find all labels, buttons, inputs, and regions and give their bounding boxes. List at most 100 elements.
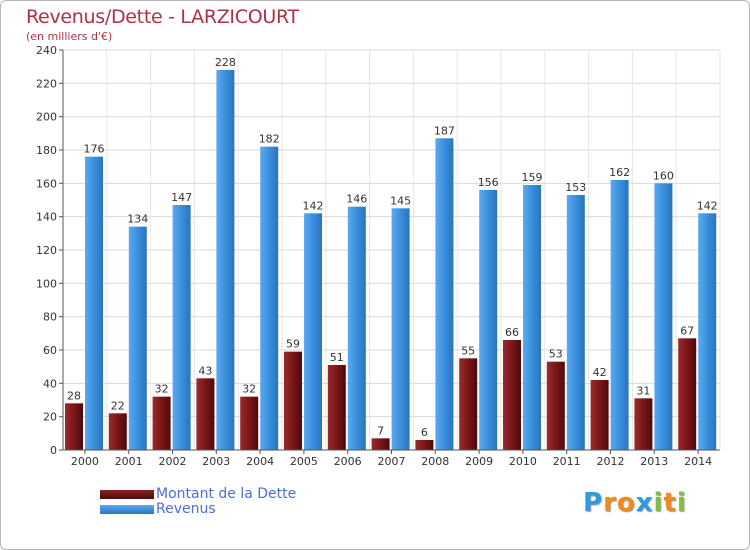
x-tick-label: 2013 bbox=[640, 455, 668, 468]
bar-debt-2011 bbox=[546, 361, 565, 450]
x-tick-label: 2006 bbox=[334, 455, 362, 468]
data-label-revenue-2000: 176 bbox=[84, 143, 105, 156]
data-label-revenue-2003: 228 bbox=[215, 56, 236, 69]
x-tick-label: 2008 bbox=[421, 455, 449, 468]
bar-revenue-2008 bbox=[435, 138, 454, 451]
data-label-debt-2004: 32 bbox=[242, 383, 256, 396]
y-tick-label: 40 bbox=[43, 377, 57, 390]
bar-revenue-2006 bbox=[347, 206, 366, 450]
x-tick-label: 2007 bbox=[378, 455, 406, 468]
bar-debt-2002 bbox=[152, 396, 171, 450]
x-tick-label: 2005 bbox=[290, 455, 318, 468]
bar-debt-2005 bbox=[284, 351, 302, 450]
y-tick-label: 160 bbox=[36, 177, 57, 190]
bar-debt-2001 bbox=[108, 413, 127, 450]
data-label-revenue-2011: 153 bbox=[565, 181, 586, 194]
data-label-debt-2000: 28 bbox=[67, 389, 81, 402]
bar-debt-2003 bbox=[196, 378, 215, 450]
x-tick-label: 2004 bbox=[246, 455, 274, 468]
logo-letter: i bbox=[676, 488, 687, 518]
data-label-revenue-2010: 159 bbox=[522, 171, 543, 184]
data-label-revenue-2001: 134 bbox=[127, 213, 148, 226]
data-label-debt-2008: 6 bbox=[421, 426, 428, 439]
legend-label-debt: Montant de la Dette bbox=[156, 486, 297, 502]
bar-revenue-2009 bbox=[479, 190, 498, 450]
y-tick-label: 240 bbox=[36, 44, 57, 57]
legend-swatch-debt bbox=[100, 490, 154, 499]
data-label-debt-2014: 67 bbox=[680, 324, 694, 337]
axis-layer: 0 20 40 60 80 100 120 140 160 180 200 220 240 2000 200… bbox=[36, 44, 720, 468]
proxiti-logo: Proxiti bbox=[583, 488, 687, 518]
bar-debt-2007 bbox=[371, 438, 390, 450]
data-label-debt-2010: 66 bbox=[505, 326, 519, 339]
y-tick-label: 180 bbox=[36, 144, 57, 157]
x-tick-label: 2011 bbox=[553, 455, 581, 468]
data-label-debt-2007: 7 bbox=[377, 424, 384, 437]
bar-debt-2000 bbox=[65, 403, 83, 450]
y-tick-label: 80 bbox=[43, 311, 57, 324]
logo-letter: P bbox=[583, 488, 604, 518]
bar-revenue-2013 bbox=[654, 183, 673, 451]
bar-debt-2013 bbox=[634, 398, 653, 450]
x-tick-label: 2012 bbox=[597, 455, 625, 468]
bar-revenue-2014 bbox=[698, 213, 717, 450]
chart-subtitle: (en milliers d'€) bbox=[26, 30, 113, 43]
logo-letter: x bbox=[635, 488, 654, 518]
legend-swatch-revenue bbox=[100, 505, 154, 514]
y-tick-label: 0 bbox=[50, 444, 57, 457]
data-label-debt-2009: 55 bbox=[461, 344, 475, 357]
data-label-revenue-2002: 147 bbox=[171, 191, 192, 204]
grid-layer bbox=[62, 49, 721, 451]
bar-revenue-2011 bbox=[566, 195, 585, 450]
bar-revenue-2005 bbox=[304, 213, 322, 450]
data-label-debt-2001: 22 bbox=[111, 399, 125, 412]
data-label-debt-2003: 43 bbox=[198, 364, 212, 377]
x-tick-label: 2000 bbox=[71, 455, 99, 468]
y-tick-label: 220 bbox=[36, 77, 57, 90]
bar-debt-2010 bbox=[503, 340, 521, 450]
x-tick-label: 2014 bbox=[684, 455, 712, 468]
bar-revenue-2003 bbox=[216, 70, 235, 450]
y-tick-label: 120 bbox=[36, 244, 57, 257]
logo-letter: o bbox=[616, 488, 636, 518]
logo-letter: r bbox=[603, 488, 617, 518]
bar-debt-2009 bbox=[459, 358, 478, 450]
x-tick-label: 2001 bbox=[115, 455, 143, 468]
data-label-debt-2002: 32 bbox=[155, 383, 169, 396]
x-tick-label: 2003 bbox=[202, 455, 230, 468]
data-label-revenue-2009: 156 bbox=[478, 176, 499, 189]
bar-revenue-2000 bbox=[85, 156, 103, 450]
bar-revenue-2007 bbox=[391, 208, 410, 450]
data-label-revenue-2004: 182 bbox=[259, 133, 280, 146]
bar-debt-2012 bbox=[590, 380, 609, 450]
bar-revenue-2010 bbox=[523, 185, 541, 450]
logo-letter: t bbox=[663, 488, 677, 518]
y-tick-label: 140 bbox=[36, 211, 57, 224]
data-label-revenue-2014: 142 bbox=[697, 199, 718, 212]
x-tick-label: 2009 bbox=[465, 455, 493, 468]
y-tick-label: 20 bbox=[43, 411, 57, 424]
data-label-debt-2013: 31 bbox=[636, 384, 650, 397]
data-label-revenue-2005: 142 bbox=[303, 199, 324, 212]
bar-revenue-2012 bbox=[610, 180, 629, 450]
x-tick-label: 2010 bbox=[509, 455, 537, 468]
data-label-debt-2011: 53 bbox=[549, 348, 563, 361]
bars-layer: 28 176 22 134 32 147 43 228 32 182 59 142 51 146 7 145 6… bbox=[65, 56, 718, 451]
y-tick-label: 100 bbox=[36, 277, 57, 290]
data-label-revenue-2008: 187 bbox=[434, 124, 455, 137]
bar-debt-2008 bbox=[415, 440, 434, 450]
chart-title: Revenus/Dette - LARZICOURT bbox=[26, 6, 299, 28]
data-label-revenue-2013: 160 bbox=[653, 169, 674, 182]
y-tick-label: 60 bbox=[43, 344, 57, 357]
bar-revenue-2001 bbox=[128, 226, 147, 450]
data-label-debt-2006: 51 bbox=[330, 351, 344, 364]
bar-revenue-2004 bbox=[260, 146, 279, 450]
bar-revenue-2002 bbox=[172, 205, 191, 450]
x-tick-label: 2002 bbox=[159, 455, 187, 468]
data-label-debt-2005: 59 bbox=[286, 338, 300, 351]
bar-debt-2006 bbox=[327, 365, 346, 450]
legend-label-revenue: Revenus bbox=[156, 501, 216, 517]
data-label-revenue-2006: 146 bbox=[346, 193, 367, 206]
y-tick-label: 200 bbox=[36, 111, 57, 124]
